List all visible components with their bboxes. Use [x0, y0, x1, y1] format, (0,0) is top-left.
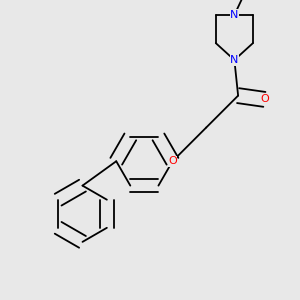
Text: N: N	[230, 55, 238, 65]
Text: N: N	[230, 55, 238, 65]
Text: O: O	[260, 94, 269, 104]
Text: O: O	[168, 156, 177, 166]
Text: N: N	[230, 10, 238, 20]
